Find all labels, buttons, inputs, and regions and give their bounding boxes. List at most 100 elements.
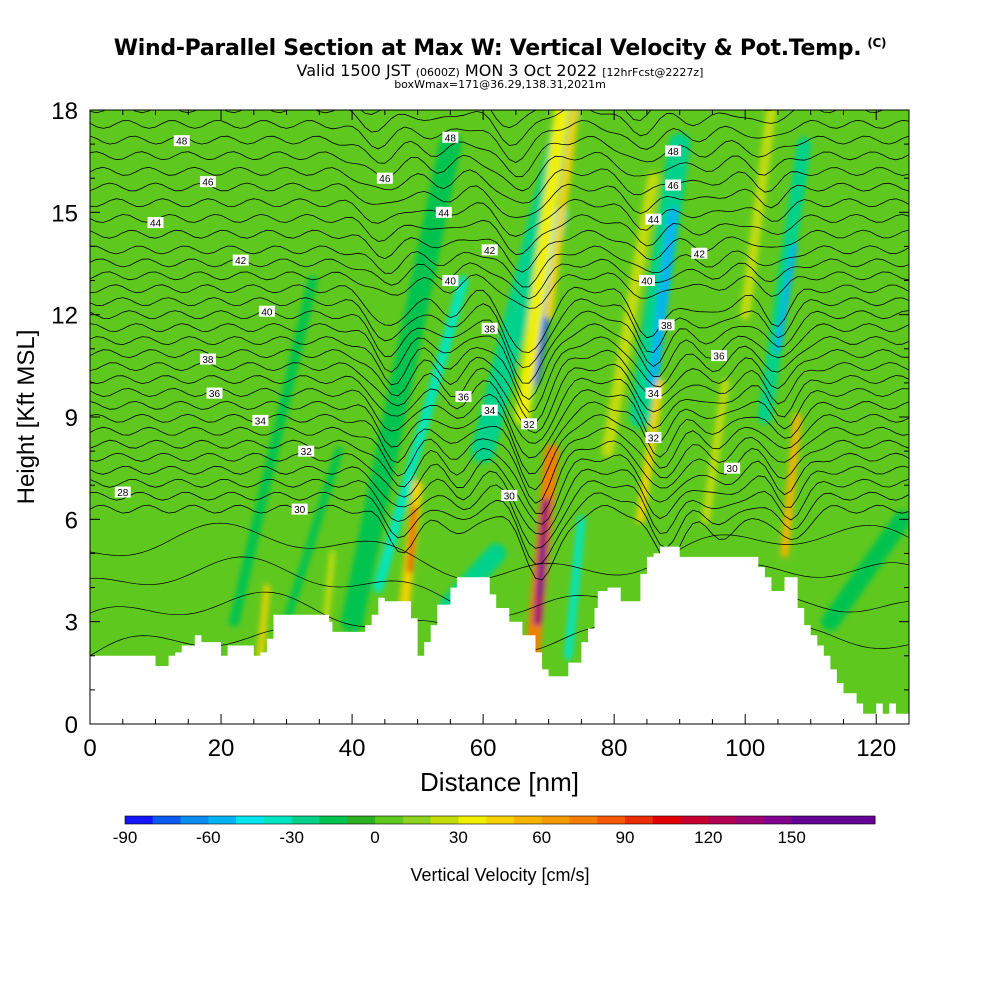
x-tick-label: 120 bbox=[856, 735, 896, 762]
valid-prefix: Valid 1500 JST bbox=[296, 61, 411, 80]
colorbar-swatch bbox=[819, 816, 848, 824]
colorbar-swatch bbox=[208, 816, 237, 824]
colorbar-swatch bbox=[763, 816, 793, 824]
ascent-band bbox=[407, 506, 417, 573]
colorbar-tick-label: 150 bbox=[777, 828, 805, 847]
colorbar-swatch bbox=[791, 816, 820, 824]
contour-label-box bbox=[376, 172, 393, 184]
contour-label-box bbox=[724, 462, 741, 474]
contour-label: 40 bbox=[258, 305, 275, 318]
contour-label: 32 bbox=[520, 418, 537, 431]
contour-label: 34 bbox=[645, 387, 662, 400]
contour-label: 44 bbox=[147, 217, 164, 230]
contour-label-box bbox=[691, 247, 708, 259]
descent-band bbox=[821, 510, 909, 631]
contour-label-text: 42 bbox=[484, 246, 496, 257]
descent-band bbox=[564, 515, 586, 660]
colorbar-tick-label: 120 bbox=[694, 828, 722, 847]
contour-label: 38 bbox=[199, 353, 216, 366]
contour-label-text: 36 bbox=[458, 393, 470, 404]
box-info: boxWmax=171@36.29,138.31,2021m bbox=[394, 78, 606, 91]
contour-label-text: 42 bbox=[694, 249, 706, 260]
contour-label-text: 32 bbox=[301, 447, 313, 458]
theta-contour bbox=[90, 229, 909, 273]
contour-label-box bbox=[442, 131, 459, 143]
y-tick-label: 3 bbox=[65, 610, 78, 637]
x-tick-label: 100 bbox=[725, 735, 765, 762]
descent-band bbox=[282, 447, 343, 626]
contour-label: 42 bbox=[691, 247, 708, 260]
terrain bbox=[90, 546, 909, 724]
ascent-band bbox=[537, 544, 547, 597]
ascent-band bbox=[701, 378, 730, 524]
theta-contour bbox=[90, 491, 909, 565]
contour-label-text: 44 bbox=[438, 208, 450, 219]
contour-label: 28 bbox=[114, 486, 131, 499]
contour-label: 36 bbox=[206, 387, 223, 400]
contour-label-box bbox=[114, 486, 131, 498]
colorbar-tick-label: -60 bbox=[196, 828, 221, 847]
colorbar-swatch bbox=[597, 816, 626, 824]
theta-contour bbox=[360, 110, 773, 129]
contour-label: 46 bbox=[665, 179, 682, 192]
contour-label-box bbox=[501, 489, 518, 501]
contour-label: 32 bbox=[645, 431, 662, 444]
contour-label-text: 30 bbox=[294, 505, 306, 516]
colorbar-swatch bbox=[152, 816, 182, 824]
descent-band bbox=[373, 275, 469, 593]
y-tick-label: 9 bbox=[65, 405, 78, 432]
contour-label-box bbox=[199, 176, 216, 188]
colorbar-swatch bbox=[125, 816, 154, 824]
colorbar-swatch bbox=[680, 816, 709, 824]
contour-label: 48 bbox=[665, 145, 682, 158]
contour-label: 36 bbox=[455, 391, 472, 404]
contour-label-box bbox=[435, 206, 452, 218]
colorbar-swatch bbox=[625, 816, 654, 824]
contour-label-box bbox=[232, 254, 249, 266]
contour-label-text: 38 bbox=[661, 321, 673, 332]
theta-contour bbox=[90, 478, 909, 549]
contour-label-text: 40 bbox=[445, 277, 457, 288]
theta-contour bbox=[90, 388, 909, 459]
contour-label-text: 34 bbox=[255, 416, 267, 427]
forecast-info: [12hrFcst@2227z] bbox=[602, 66, 704, 79]
theta-contour bbox=[90, 135, 909, 178]
colorbar-tick-label: 60 bbox=[532, 828, 551, 847]
theta-contour bbox=[90, 151, 909, 192]
colorbar-swatch bbox=[319, 816, 348, 824]
contour-label-box bbox=[291, 503, 308, 515]
contour-label-text: 28 bbox=[117, 488, 129, 499]
colorbar-swatch bbox=[263, 816, 293, 824]
ascent-band bbox=[515, 110, 569, 424]
contour-label: 30 bbox=[501, 489, 518, 502]
colorbar-swatch bbox=[375, 816, 404, 824]
contour-label-text: 30 bbox=[727, 464, 739, 475]
valid-zulu: (0600Z) bbox=[415, 66, 460, 79]
contour-label-text: 48 bbox=[445, 133, 457, 144]
contour-label-text: 34 bbox=[648, 389, 660, 400]
contour-label-text: 30 bbox=[504, 491, 516, 502]
y-tick-label: 15 bbox=[51, 200, 78, 227]
theta-contour bbox=[90, 375, 909, 444]
theta-contour bbox=[90, 245, 909, 288]
contour-label-text: 36 bbox=[713, 352, 725, 363]
contour-label: 46 bbox=[376, 172, 393, 185]
x-tick-label: 20 bbox=[208, 735, 235, 762]
contour-label-box bbox=[520, 418, 537, 430]
theta-contour bbox=[90, 119, 909, 163]
contour-label-box bbox=[206, 387, 223, 399]
contour-label-box bbox=[199, 353, 216, 365]
y-tick-label: 12 bbox=[51, 303, 78, 330]
contour-label-box bbox=[442, 275, 459, 287]
contour-label-text: 34 bbox=[484, 406, 496, 417]
contour-label: 30 bbox=[291, 503, 308, 516]
contour-label-box bbox=[665, 179, 682, 191]
contour-label-box bbox=[173, 135, 190, 147]
ascent-band bbox=[636, 378, 665, 524]
contour-label: 34 bbox=[481, 404, 498, 417]
theta-contour bbox=[90, 362, 909, 434]
contour-label-box bbox=[481, 404, 498, 416]
theta-contour bbox=[90, 452, 909, 525]
contour-label-box bbox=[638, 275, 655, 287]
contour-label: 42 bbox=[481, 244, 498, 257]
